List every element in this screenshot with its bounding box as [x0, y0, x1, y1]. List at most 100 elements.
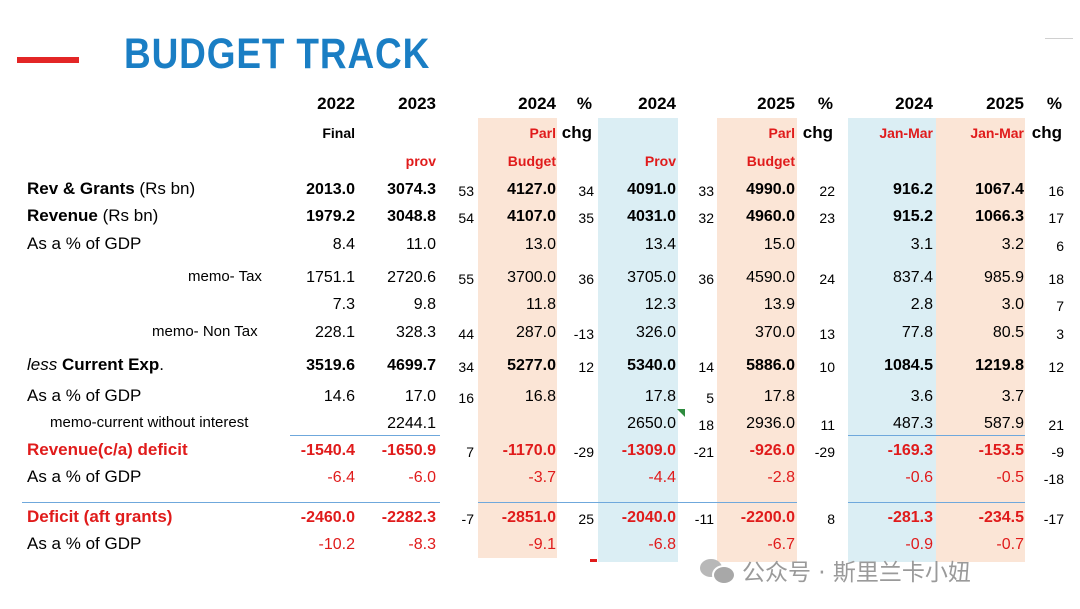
pct-change-cell: 55: [458, 271, 474, 287]
pct-change-cell: 8: [827, 511, 835, 527]
value-cell: -2.8: [767, 469, 795, 486]
column-header: Parl: [768, 125, 795, 141]
pct-change-cell: 36: [698, 271, 714, 287]
pct-change-cell: 16: [458, 390, 474, 406]
value-cell: 487.3: [892, 415, 933, 432]
pct-change-cell: -11: [694, 511, 714, 527]
shade-2024-q1: [848, 118, 936, 562]
value-cell: 13.0: [524, 236, 556, 253]
value-cell: -2040.0: [621, 509, 676, 526]
value-cell: 16.8: [524, 388, 556, 405]
pct-change-cell: 32: [698, 210, 714, 226]
row-label: As a % of GDP: [27, 534, 142, 553]
value-cell: 13.4: [644, 236, 676, 253]
value-cell: 11.0: [406, 236, 436, 253]
pct-change-cell: -29: [814, 444, 835, 460]
column-header: chg: [802, 123, 833, 142]
pct-change-cell: -7: [461, 511, 474, 527]
value-cell: -234.5: [978, 509, 1024, 526]
value-cell: 14.6: [323, 388, 355, 405]
column-header: 2023: [398, 94, 436, 113]
value-cell: 915.2: [892, 208, 933, 225]
value-cell: 3.6: [910, 388, 933, 405]
value-cell: 11.8: [526, 296, 556, 313]
rule-before-deficit-q: [848, 435, 1025, 436]
row-label-unit: (Rs bn): [97, 206, 159, 225]
pct-change-cell: 5: [706, 390, 714, 406]
value-cell: -0.7: [996, 536, 1024, 553]
pct-change-cell: 34: [458, 359, 474, 375]
pct-change-cell: 34: [578, 183, 594, 199]
rule-before-fiscal-deficit-q: [848, 502, 1025, 503]
pct-change-cell: 14: [698, 359, 714, 375]
pct-change-cell: -18: [1043, 471, 1064, 487]
value-cell: 3700.0: [507, 269, 556, 286]
title-accent-bar: [17, 57, 79, 63]
value-cell: 3.2: [1001, 236, 1024, 253]
value-cell: 2720.6: [387, 269, 436, 286]
watermark: 公众号 · 斯里兰卡小妞: [700, 553, 971, 587]
value-cell: -8.3: [408, 536, 436, 553]
red-tick-mark: [590, 559, 597, 562]
pct-change-cell: 17: [1048, 210, 1064, 226]
value-cell: -0.5: [996, 469, 1024, 486]
column-header: %: [817, 94, 833, 113]
value-cell: 7.3: [332, 296, 355, 313]
row-label: As a % of GDP: [27, 234, 142, 253]
column-header: %: [576, 94, 592, 113]
value-cell: 8.4: [332, 236, 355, 253]
pct-change-cell: 11: [820, 417, 835, 433]
value-cell: 13.9: [763, 296, 795, 313]
value-cell: -926.0: [749, 442, 795, 459]
value-cell: 916.2: [892, 181, 933, 198]
value-cell: -169.3: [887, 442, 933, 459]
top-right-rule: [1045, 38, 1073, 39]
column-header: Prov: [644, 153, 676, 169]
row-label: Revenue(c/a) deficit: [27, 440, 188, 459]
column-header: 2022: [317, 94, 355, 113]
value-cell: 3.1: [910, 236, 933, 253]
value-cell: -2282.3: [381, 509, 436, 526]
value-cell: 12.3: [644, 296, 676, 313]
value-cell: 370.0: [754, 324, 795, 341]
value-cell: -6.7: [767, 536, 795, 553]
value-cell: 4990.0: [746, 181, 795, 198]
value-cell: 3705.0: [627, 269, 676, 286]
value-cell: 77.8: [901, 324, 933, 341]
value-cell: -1309.0: [621, 442, 676, 459]
row-label-main: Rev & Grants: [27, 179, 135, 198]
row-label: less Current Exp.: [27, 355, 164, 375]
column-header: Jan-Mar: [970, 125, 1024, 141]
value-cell: 326.0: [635, 324, 676, 341]
column-header: 2024: [638, 94, 676, 113]
pct-change-cell: 12: [1048, 359, 1064, 375]
value-cell: 15.0: [763, 236, 795, 253]
row-label: Rev & Grants (Rs bn): [27, 179, 195, 199]
value-cell: -2460.0: [300, 509, 355, 526]
value-cell: 17.0: [404, 388, 436, 405]
column-header: prov: [405, 153, 436, 169]
column-header: chg: [561, 123, 592, 142]
value-cell: 228.1: [314, 324, 355, 341]
value-cell: 17.8: [644, 388, 676, 405]
value-cell: -6.0: [408, 469, 436, 486]
value-cell: 3048.8: [387, 208, 436, 225]
value-cell: -1650.9: [381, 442, 436, 459]
column-header: Jan-Mar: [879, 125, 933, 141]
column-header: 2025: [757, 94, 795, 113]
value-cell: 4091.0: [627, 181, 676, 198]
column-header: 2024: [895, 94, 933, 113]
pct-change-cell: -29: [573, 444, 594, 460]
pct-change-cell: 13: [819, 326, 835, 342]
row-label: As a % of GDP: [27, 386, 142, 405]
value-cell: 3.7: [1001, 388, 1024, 405]
value-cell: 80.5: [992, 324, 1024, 341]
rule-before-fiscal-deficit: [22, 502, 440, 503]
row-label: Revenue (Rs bn): [27, 206, 158, 226]
pct-change-cell: 54: [458, 210, 474, 226]
value-cell: 287.0: [515, 324, 556, 341]
value-cell: 5340.0: [627, 357, 676, 374]
row-label: As a % of GDP: [27, 467, 142, 486]
column-header: Final: [322, 125, 355, 141]
value-cell: 9.8: [413, 296, 436, 313]
